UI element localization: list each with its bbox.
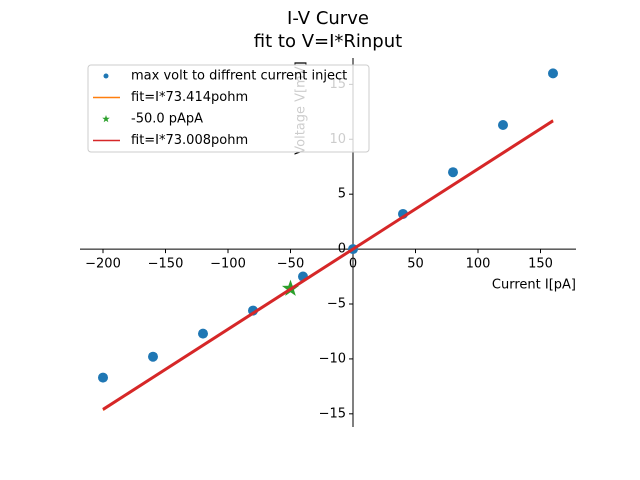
- x-tick-label: −150: [148, 257, 184, 272]
- x-tick-label: −200: [85, 257, 121, 272]
- legend-box: [87, 64, 370, 153]
- chart-subtitle: fit to V=I*Rinput: [254, 31, 402, 52]
- point: [498, 119, 508, 130]
- x-axis-label: Current I[pA]: [492, 278, 576, 293]
- point: [98, 372, 108, 383]
- legend: max volt to diffrent current inject fit=I…: [87, 64, 370, 153]
- legend-label: fit=I*73.414pohm: [131, 90, 248, 105]
- fit-line: [102, 119, 554, 411]
- y-tick-label: −15: [319, 406, 346, 421]
- x-tick-label: −100: [210, 257, 246, 272]
- legend-star: [102, 115, 110, 123]
- x-tick-label: −50: [277, 257, 304, 272]
- point: [448, 167, 458, 178]
- y-tick-label: −5: [327, 297, 346, 312]
- point: [198, 328, 208, 339]
- y-tick-label: −10: [319, 351, 346, 366]
- chart-title: I-V Curve: [287, 8, 369, 29]
- y-tick-label: 0: [338, 242, 346, 257]
- y-tick-label: 5: [338, 187, 346, 202]
- point: [148, 351, 158, 362]
- legend-label: fit=I*73.008pohm: [131, 133, 248, 148]
- legend-label: -50.0 pApA: [131, 112, 203, 127]
- legend-label: max volt to diffrent current inject: [131, 69, 347, 84]
- x-tick-label: 50: [407, 257, 424, 272]
- x-tick-label: 100: [466, 257, 491, 272]
- point: [548, 68, 558, 79]
- x-tick-label: 150: [528, 257, 553, 272]
- legend-dot: [103, 73, 109, 79]
- x-tick-label: 0: [349, 257, 357, 272]
